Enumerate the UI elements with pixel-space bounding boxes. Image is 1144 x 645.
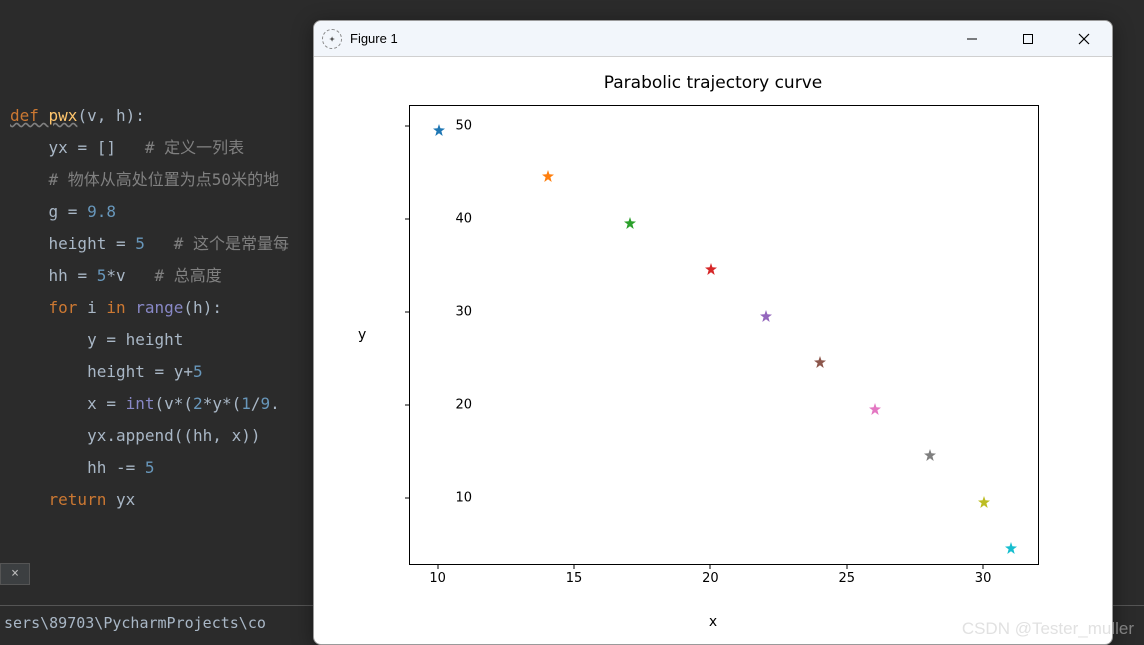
y-tick-label: 20 — [455, 397, 472, 412]
plot-area: Parabolic trajectory curve y x 10 20 30 40 5… — [314, 57, 1112, 644]
scatter-point — [624, 214, 636, 226]
scatter-point — [760, 307, 772, 319]
x-tick-label: 30 — [975, 571, 992, 586]
x-tick-label: 20 — [702, 571, 719, 586]
x-tick-label: 25 — [838, 571, 855, 586]
scatter-point — [978, 493, 990, 505]
scatter-point — [705, 260, 717, 272]
y-tick-label: 30 — [455, 304, 472, 319]
plot-title: Parabolic trajectory curve — [314, 73, 1112, 93]
figure-window: ✦ Figure 1 Parabolic trajectory curve y … — [313, 20, 1113, 645]
scatter-point — [433, 121, 445, 133]
terminal-tab-close[interactable]: × — [0, 563, 30, 585]
close-icon — [1078, 33, 1090, 45]
scatter-point — [869, 400, 881, 412]
matplotlib-icon: ✦ — [322, 29, 342, 49]
scatter-point — [924, 446, 936, 458]
figure-window-title: Figure 1 — [350, 31, 944, 46]
scatter-point — [1005, 539, 1017, 551]
y-tick-label: 10 — [455, 490, 472, 505]
y-tick-label: 50 — [455, 118, 472, 133]
x-axis-label: x — [314, 614, 1112, 630]
x-tick-label: 15 — [566, 571, 583, 586]
minimize-button[interactable] — [944, 21, 1000, 57]
plot-axes — [409, 105, 1039, 565]
minimize-icon — [966, 33, 978, 45]
y-tick-label: 40 — [455, 211, 472, 226]
scatter-point — [542, 167, 554, 179]
maximize-icon — [1022, 33, 1034, 45]
x-tick-label: 10 — [429, 571, 446, 586]
y-axis-label: y — [358, 327, 366, 343]
maximize-button[interactable] — [1000, 21, 1056, 57]
scatter-point — [814, 353, 826, 365]
close-button[interactable] — [1056, 21, 1112, 57]
figure-titlebar[interactable]: ✦ Figure 1 — [314, 21, 1112, 57]
